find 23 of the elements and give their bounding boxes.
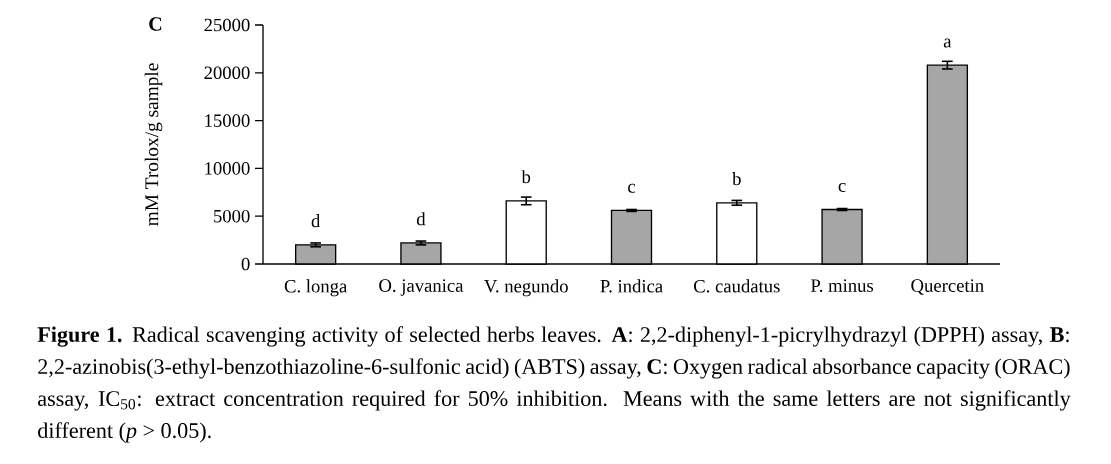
annotation: b — [732, 172, 741, 186]
y-tick-label: 15000 — [205, 114, 250, 127]
annotation: d — [416, 212, 426, 226]
x-tick-label: P. minus — [810, 279, 874, 292]
chart-title: C — [149, 17, 162, 31]
y-tick-label: 25000 — [204, 18, 250, 32]
y-tick-label: 0 — [241, 257, 250, 271]
annotation: d — [311, 214, 321, 228]
x-tick-label: V. negundo — [484, 279, 568, 297]
y-tick-label: 5000 — [214, 209, 250, 223]
y-tick-label: 20000 — [204, 66, 250, 80]
annotation: a — [943, 38, 952, 48]
y-axis-title: mM Trolox/g sample — [144, 63, 163, 226]
y-tick-label: 10000 — [205, 162, 250, 175]
x-tick-label: Quercetin — [911, 279, 984, 295]
annotation: c — [838, 182, 846, 192]
annotation: b — [521, 170, 531, 184]
x-tick-label: C. caudatus — [694, 279, 780, 293]
annotation: c — [628, 183, 636, 193]
x-tick-label: P. indica — [600, 279, 663, 293]
text: Figure 1. Radical scavenging activity of selected herbs leaves. A: 2,2-diphenyl-1-picrylhydrazyl (DPPH) assay, B: 2,2-azinobis(3-ethyl-benzothiazoline-6-sulfonic acid) (ABTS) assay, C: Oxygen radical absorbance capacity (ORAC) assay, IC$_{50}$: extract concentration required for 50% inhibition. Means with the same letters are not significantly different (p > 0.05). — [37, 326, 1071, 443]
x-tick-label: C. longa — [284, 279, 348, 297]
x-tick-label: O. javanica — [379, 279, 464, 296]
